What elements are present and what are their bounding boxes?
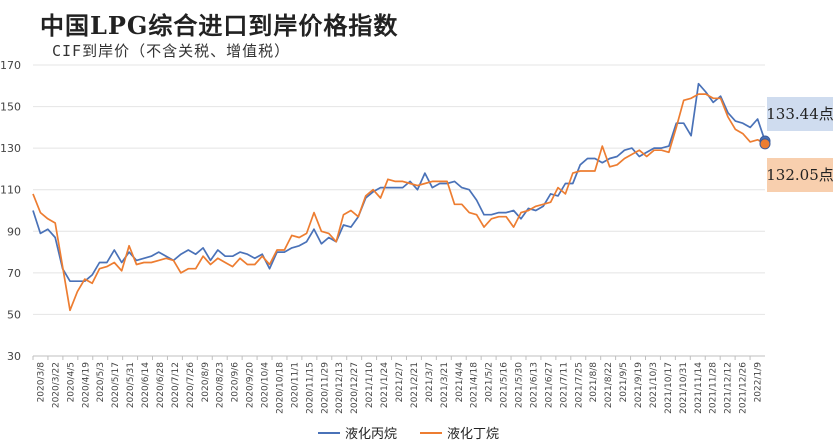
end-value-callouts: 133.44点 132.05点 [759, 97, 834, 192]
x-tick-label: 2021/11/14 [694, 362, 704, 414]
x-tick-label: 2021/1/10 [365, 362, 375, 408]
x-tick-label: 2020/11/29 [320, 362, 330, 414]
callout-label-2: 132.05点 [766, 166, 834, 184]
series-line-1 [32, 82, 766, 283]
x-tick-label: 2021/4/4 [455, 362, 465, 403]
y-tick-label: 90 [7, 225, 21, 238]
x-tick-label: 2020/6/28 [156, 362, 166, 408]
x-tick-label: 2021/12/26 [739, 362, 749, 414]
legend-label-2: 液化丁烷 [447, 427, 499, 442]
x-axis: 2020/3/8 2020/3/22 2020/4/5 2020/4/19 2020/5… [32, 356, 764, 414]
y-tick-label: 170 [0, 59, 21, 72]
y-tick-label: 30 [7, 350, 21, 363]
x-tick-label: 2020/5/3 [96, 362, 106, 402]
x-tick-label: 2020/12/27 [350, 362, 360, 414]
x-tick-label: 2020/8/23 [216, 362, 226, 408]
y-tick-label: 110 [0, 184, 21, 197]
x-tick-label: 2021/9/19 [634, 362, 644, 408]
x-tick-label: 2021/6/27 [544, 362, 554, 408]
x-tick-label: 2020/11/1 [290, 362, 300, 408]
x-tick-label: 2021/11/28 [709, 362, 719, 414]
x-tick-label: 2020/7/26 [186, 362, 196, 408]
x-tick-label: 2021/10/17 [664, 362, 674, 414]
x-tick-label: 2020/4/5 [66, 362, 76, 402]
x-tick-label: 2020/5/31 [126, 362, 136, 408]
x-tick-label: 2020/10/4 [261, 362, 271, 408]
x-tick-label: 2021/9/5 [619, 362, 629, 402]
x-tick-label: 2020/9/6 [231, 362, 241, 403]
x-tick-label: 2021/7/25 [574, 362, 584, 408]
x-tick-label: 2020/3/22 [51, 362, 61, 408]
x-tick-label: 2021/2/21 [410, 362, 420, 408]
x-tick-label: 2021/2/7 [395, 362, 405, 402]
y-tick-label: 50 [7, 308, 21, 321]
x-tick-label: 2021/3/7 [425, 362, 435, 402]
x-tick-label: 2020/9/20 [246, 362, 256, 408]
y-tick-label: 70 [7, 267, 21, 280]
x-tick-label: 2020/12/13 [335, 362, 345, 414]
y-axis: 30 50 70 90 110 130 150 170 [0, 59, 21, 363]
series-line-2 [32, 93, 766, 312]
chart-title: 中国LPG综合进口到岸价格指数 [40, 11, 399, 40]
x-tick-label: 2021/7/11 [559, 362, 569, 408]
callout-label-1: 133.44点 [766, 105, 834, 123]
callout-box-1 [767, 97, 833, 131]
callout-box-2 [767, 158, 833, 192]
x-tick-label: 2020/5/17 [111, 362, 121, 408]
series-lines [32, 82, 766, 312]
x-tick-label: 2020/4/19 [81, 362, 91, 408]
x-tick-label: 2021/4/18 [470, 362, 480, 408]
grid-lines [33, 64, 765, 357]
end-point-marker-2 [759, 138, 771, 150]
x-tick-label: 2021/5/30 [515, 362, 525, 408]
x-tick-label: 2021/1/24 [380, 362, 390, 408]
x-tick-label: 2021/10/31 [679, 362, 689, 414]
x-tick-label: 2021/3/21 [440, 362, 450, 408]
x-tick-label: 2020/3/8 [36, 362, 46, 403]
x-tick-label: 2020/7/12 [171, 362, 181, 408]
x-tick-label: 2021/5/16 [500, 362, 510, 408]
x-tick-label: 2020/11/15 [305, 362, 315, 414]
x-tick-label: 2021/6/13 [529, 362, 539, 408]
legend-label-1: 液化丙烷 [345, 427, 397, 442]
x-tick-label: 2021/8/8 [589, 362, 599, 403]
chart-subtitle: CIF到岸价（不含关税、增值税） [52, 42, 291, 60]
x-tick-label: 2020/8/9 [201, 362, 211, 403]
x-tick-label: 2022/1/9 [754, 362, 764, 403]
legend: 液化丙烷 液化丁烷 [318, 427, 499, 442]
x-tick-label: 2021/5/2 [485, 362, 495, 402]
x-tick-label: 2021/10/3 [649, 362, 659, 408]
x-tick-label: 2020/10/18 [275, 362, 285, 414]
x-tick-label: 2021/8/22 [604, 362, 614, 408]
y-tick-label: 150 [0, 101, 21, 114]
y-tick-label: 130 [0, 142, 21, 155]
x-tick-label: 2020/6/14 [141, 362, 151, 408]
x-tick-label: 2021/12/12 [724, 362, 734, 414]
